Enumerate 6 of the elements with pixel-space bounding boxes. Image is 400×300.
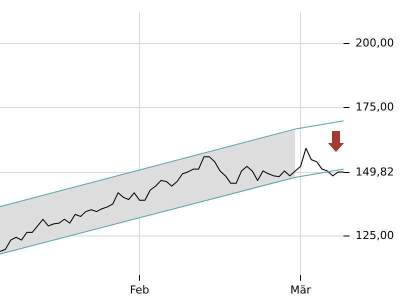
x-tick-label: Mär [290, 283, 312, 296]
y-tick-label: 175,00 [356, 100, 394, 114]
y-tick-label: 125,00 [356, 229, 394, 242]
y-tick-label: 149,82 [356, 165, 394, 178]
x-tick-label: Feb [130, 283, 150, 296]
y-tick-label: 200,00 [356, 36, 394, 50]
